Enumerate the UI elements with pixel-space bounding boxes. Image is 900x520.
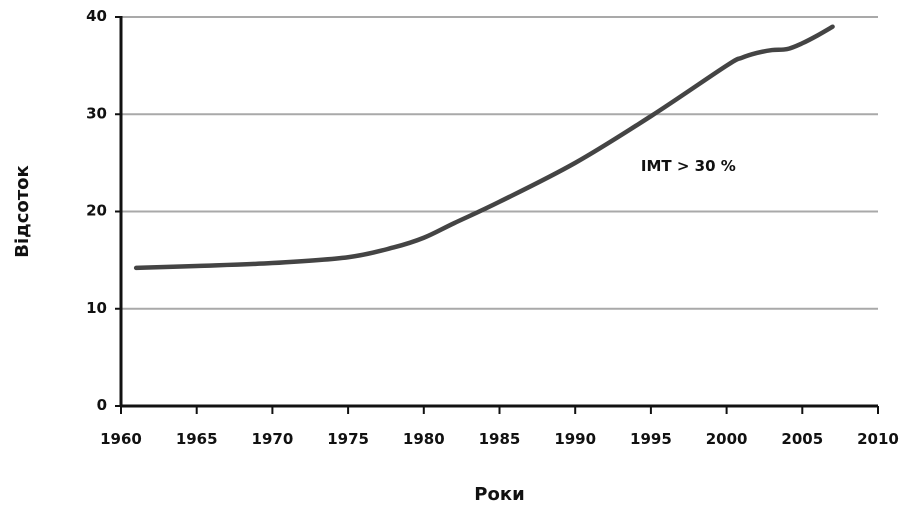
y-tick-label-30: 30 bbox=[86, 104, 107, 122]
x-tick-label-1970: 1970 bbox=[252, 430, 294, 448]
x-tick-label-1975: 1975 bbox=[327, 430, 369, 448]
series-group bbox=[133, 24, 835, 271]
x-axis-ticks: 1960 1965 1970 1975 1980 1985 1990 1995 2000 2005… bbox=[100, 406, 899, 448]
x-tick-label-2010: 2010 bbox=[857, 430, 899, 448]
y-tick-label-40: 40 bbox=[86, 7, 107, 25]
x-tick-label-1990: 1990 bbox=[554, 430, 596, 448]
x-tick-label-2005: 2005 bbox=[781, 430, 823, 448]
x-tick-label-1995: 1995 bbox=[630, 430, 672, 448]
y-axis-ticks: 0 10 20 30 40 bbox=[86, 7, 121, 414]
series-line-0 bbox=[133, 24, 835, 271]
y-tick-label-0: 0 bbox=[97, 396, 107, 414]
x-tick-label-1960: 1960 bbox=[100, 430, 142, 448]
annotation-label: ІМТ > 30 % bbox=[641, 157, 736, 175]
gridlines bbox=[121, 16, 878, 310]
x-tick-label-1985: 1985 bbox=[479, 430, 521, 448]
x-tick-label-1965: 1965 bbox=[176, 430, 218, 448]
x-axis-title: Роки bbox=[474, 484, 524, 505]
x-tick-label-2000: 2000 bbox=[706, 430, 748, 448]
y-tick-label-10: 10 bbox=[86, 299, 107, 317]
y-tick-label-20: 20 bbox=[86, 202, 107, 220]
x-tick-label-1980: 1980 bbox=[403, 430, 445, 448]
y-axis-title: Відсоток bbox=[12, 165, 33, 257]
